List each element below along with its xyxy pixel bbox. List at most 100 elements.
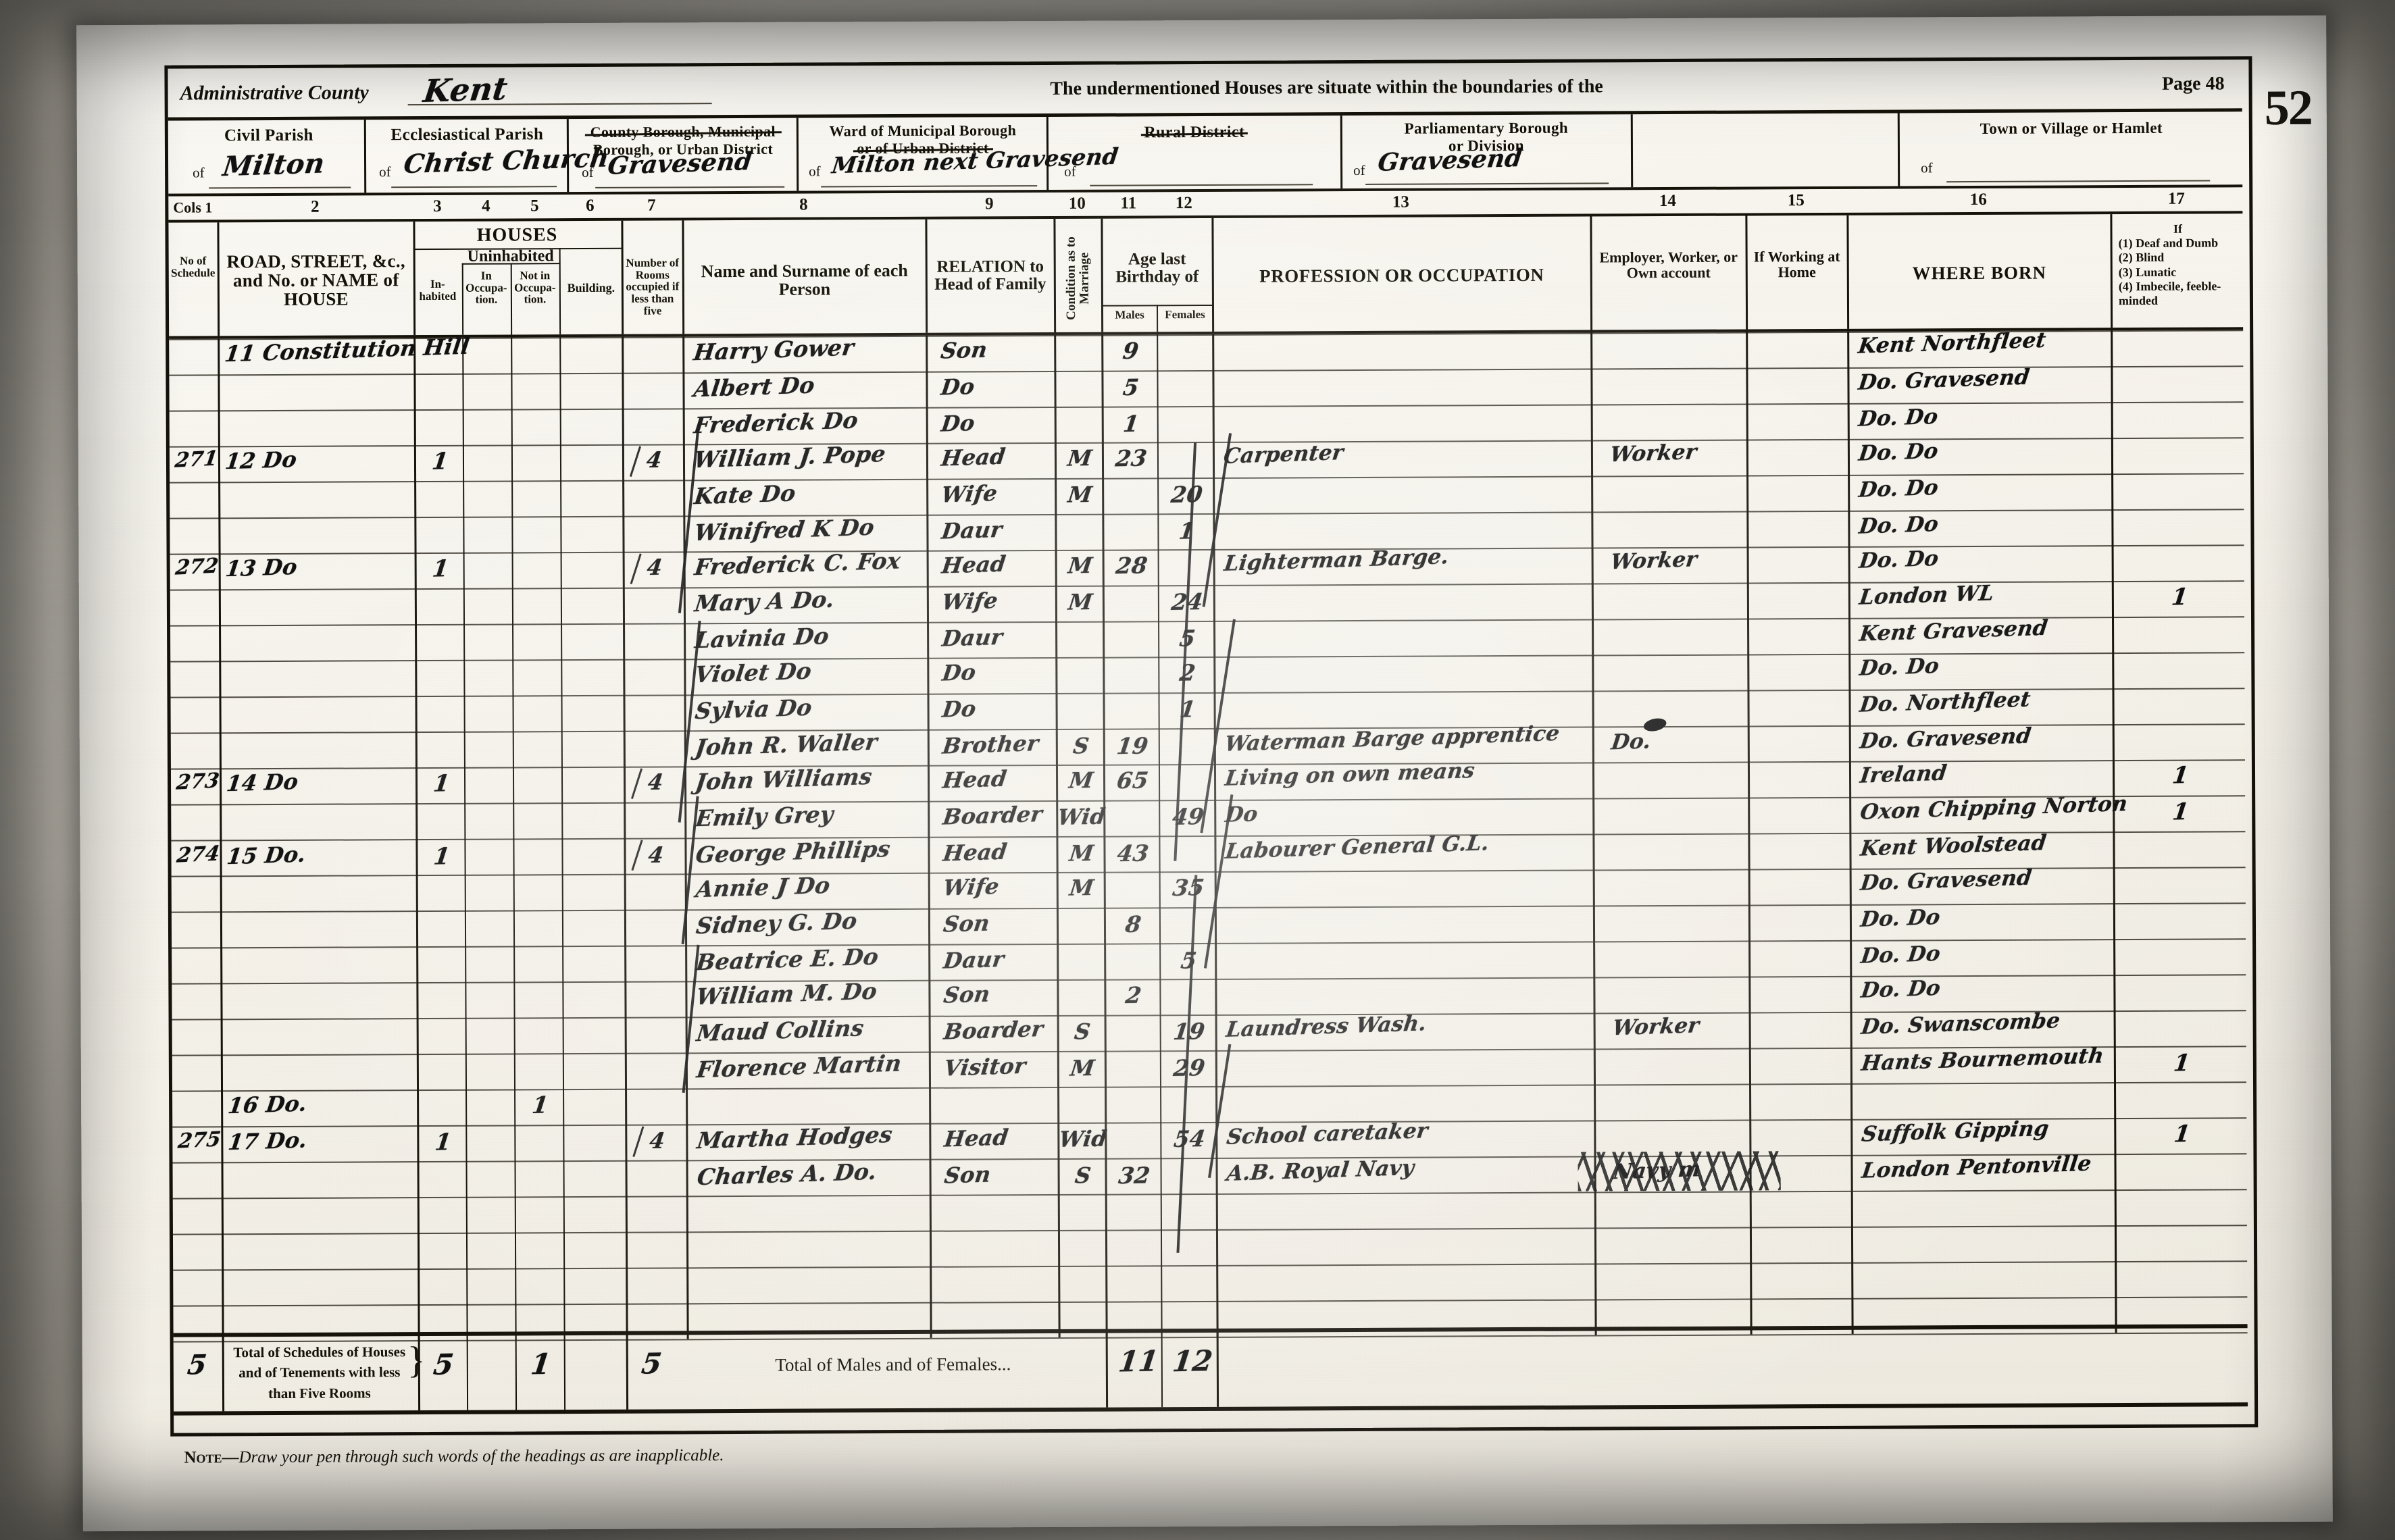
cell-born: Do. Do	[1857, 511, 1940, 539]
col-header-relation: RELATION to Head of Family	[934, 257, 1047, 294]
col-header-condition: Condition as to Marriage	[1063, 236, 1092, 320]
colnum-17: 17	[2167, 189, 2185, 208]
cell-relation: Head	[940, 443, 1007, 471]
cell-name: Violet Do	[693, 657, 813, 688]
county-borough-value: Gravesend	[606, 147, 754, 180]
cell-infirmity: 1	[2172, 1050, 2192, 1077]
cell-occupation: Laundress Wash.	[1224, 1011, 1428, 1042]
cell-occupation: Living on own means	[1224, 758, 1476, 791]
cell-name: John R. Waller	[693, 728, 880, 761]
colnum-5: 5	[530, 197, 539, 215]
colnum-2: 2	[311, 197, 320, 216]
col-header-where-born: WHERE BORN	[1912, 262, 2046, 284]
totals-males: 11	[1116, 1344, 1161, 1379]
cell-name: Frederick C. Fox	[692, 547, 903, 581]
cell-age_m: 1	[1121, 410, 1141, 438]
cell-occupation: School caretaker	[1225, 1119, 1430, 1150]
ward-label-line1: Ward of Municipal Borough	[829, 122, 1017, 140]
cell-born: Do. Gravesend	[1859, 865, 2034, 896]
totals-not-in-occupation: 1	[528, 1347, 553, 1381]
cell-name: Sidney G. Do	[695, 907, 859, 940]
cell-age_m: 28	[1114, 552, 1149, 580]
cell-born: Suffolk Gipping	[1860, 1116, 2050, 1147]
cell-name: Mary A Do.	[692, 586, 836, 617]
cell-relation: Boarder	[942, 1015, 1045, 1045]
cell-condition: S	[1074, 1162, 1092, 1189]
cell-relation: Son	[939, 336, 989, 364]
cell-relation: Head	[942, 1124, 1010, 1152]
note-prefix: Note—	[184, 1448, 239, 1467]
cell-name: Winifred K Do	[692, 513, 876, 546]
cell-age_m: 32	[1117, 1162, 1152, 1189]
cell-condition: Wid	[1056, 803, 1107, 830]
cell-relation: Son	[942, 1161, 992, 1189]
colnum-16: 16	[1969, 190, 1987, 209]
cell-condition: S	[1072, 733, 1091, 759]
field-rural-district: Rural District of	[1052, 118, 1337, 190]
col-header-profession: PROFESSION OR OCCUPATION	[1259, 264, 1544, 286]
cell-schedule: 272	[174, 554, 220, 580]
cell-inhabited: 1	[430, 555, 451, 583]
cell-condition: M	[1066, 444, 1094, 471]
cell-born: Ireland	[1859, 761, 1948, 788]
totals-schedules-label: Total of Schedules of Houses and of Tene…	[233, 1343, 406, 1402]
cell-relation: Daur	[940, 623, 1005, 652]
colnum-14: 14	[1659, 191, 1676, 211]
col-header-rooms: Number of Rooms occupied if less than fi…	[626, 256, 680, 317]
colnum-6: 6	[586, 196, 595, 215]
cell-age_f: 54	[1172, 1125, 1207, 1152]
cell-schedule: 273	[175, 769, 221, 795]
cell-relation: Daur	[940, 516, 1004, 544]
cell-name: Charles A. Do.	[695, 1158, 879, 1191]
page-label-cell: Page 48	[1931, 59, 2242, 109]
cell-age_f: 35	[1171, 874, 1206, 901]
cell-age_m: 8	[1124, 910, 1143, 938]
parliamentary-borough-value: Gravesend	[1376, 143, 1524, 177]
cell-relation: Head	[941, 765, 1009, 794]
col-header-working-at-home: If Working at Home	[1753, 247, 1840, 281]
ward-of: of	[809, 163, 821, 180]
infirmity-item-1: (1) Deaf and Dumb	[2118, 236, 2219, 251]
cell-born: Hants Bournemouth	[1859, 1044, 2106, 1076]
cell-age_m: 19	[1115, 732, 1150, 760]
form-note: Note—Draw your pen through such words of…	[184, 1446, 724, 1467]
cell-relation: Head	[941, 838, 1009, 867]
cell-relation: Boarder	[941, 800, 1044, 830]
margin-stamp-number: 52	[2264, 80, 2312, 136]
cell-name: Sylvia Do	[693, 694, 814, 725]
cell-born: Do. Do	[1859, 904, 1942, 932]
cell-address: 17 Do.	[226, 1127, 309, 1156]
col-header-age-males: Males	[1115, 308, 1144, 322]
cell-age_f: 2	[1178, 659, 1197, 686]
cell-born: Do. Do	[1858, 653, 1941, 681]
cell-condition: M	[1068, 874, 1096, 901]
cell-address: 16 Do.	[226, 1090, 309, 1119]
cell-employer: Worker	[1609, 547, 1699, 575]
cell-born: Do. Do	[1859, 941, 1942, 969]
ink-scribble	[1578, 1151, 1781, 1191]
cell-name: Martha Hodges	[695, 1121, 894, 1154]
cell-born: Oxon Chipping Norton	[1859, 791, 2129, 825]
cell-relation: Wife	[941, 873, 1001, 901]
cell-age_m: 65	[1115, 767, 1151, 794]
cell-born: London Pentonville	[1860, 1151, 2093, 1183]
ecclesiastical-parish-label: Ecclesiastical Parish	[390, 125, 544, 145]
census-sheet: 52 Administrative County Kent The underm…	[76, 15, 2333, 1532]
cell-born: Kent Northfleet	[1857, 328, 2048, 359]
rural-district-of: of	[1064, 163, 1076, 180]
col-header-not-in-occupation: Not in Occupa-tion.	[514, 269, 556, 306]
banner-text: The undermentioned Houses are situate wi…	[1050, 76, 1603, 99]
note-text: Draw your pen through such words of the …	[238, 1446, 724, 1467]
parliamentary-borough-label-line1: Parliamentary Borough	[1404, 119, 1569, 137]
field-parliamentary-borough: Parliamentary Borough or Division of Gra…	[1345, 116, 1628, 188]
cell-age_f: 49	[1171, 803, 1206, 830]
cell-inhabited: 1	[430, 448, 450, 476]
cell-name: Albert Do	[692, 371, 817, 403]
cell-born: Kent Woolstead	[1859, 830, 2048, 861]
cell-born: Do. Do	[1857, 546, 1940, 573]
cell-not_in_occupation: 1	[530, 1092, 551, 1120]
colnum-15: 15	[1787, 191, 1805, 210]
colnum-13: 13	[1392, 192, 1409, 211]
cell-name: Annie J Do	[694, 871, 832, 903]
cell-inhabited: 1	[432, 770, 451, 798]
